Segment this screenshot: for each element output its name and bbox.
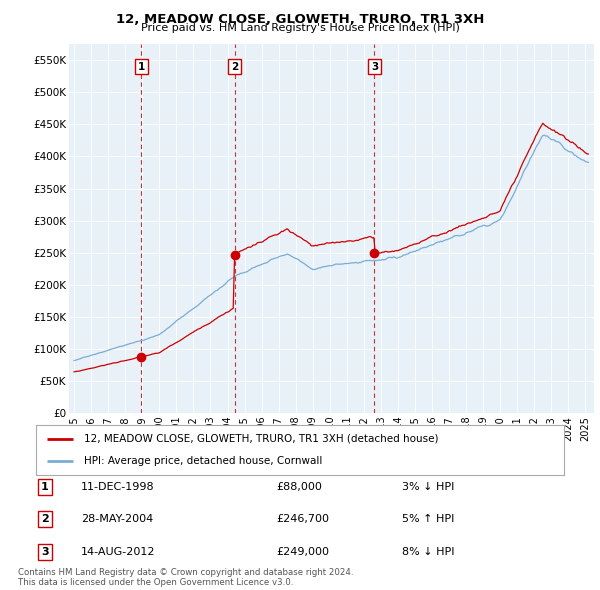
Text: 28-MAY-2004: 28-MAY-2004 (81, 514, 153, 524)
Text: 5% ↑ HPI: 5% ↑ HPI (402, 514, 454, 524)
Text: 2: 2 (41, 514, 49, 524)
Text: 3% ↓ HPI: 3% ↓ HPI (402, 482, 454, 491)
Text: 12, MEADOW CLOSE, GLOWETH, TRURO, TR1 3XH: 12, MEADOW CLOSE, GLOWETH, TRURO, TR1 3X… (116, 13, 484, 26)
Text: 8% ↓ HPI: 8% ↓ HPI (402, 547, 455, 556)
Text: 11-DEC-1998: 11-DEC-1998 (81, 482, 155, 491)
Text: 1: 1 (41, 482, 49, 491)
Text: 14-AUG-2012: 14-AUG-2012 (81, 547, 155, 556)
Text: Price paid vs. HM Land Registry's House Price Index (HPI): Price paid vs. HM Land Registry's House … (140, 23, 460, 33)
Text: 12, MEADOW CLOSE, GLOWETH, TRURO, TR1 3XH (detached house): 12, MEADOW CLOSE, GLOWETH, TRURO, TR1 3X… (83, 434, 438, 444)
Text: 3: 3 (41, 547, 49, 556)
Text: HPI: Average price, detached house, Cornwall: HPI: Average price, detached house, Corn… (83, 456, 322, 466)
Text: £88,000: £88,000 (276, 482, 322, 491)
Text: 1: 1 (137, 62, 145, 72)
Text: 3: 3 (371, 62, 378, 72)
Text: Contains HM Land Registry data © Crown copyright and database right 2024.
This d: Contains HM Land Registry data © Crown c… (18, 568, 353, 587)
Text: £249,000: £249,000 (276, 547, 329, 556)
Text: £246,700: £246,700 (276, 514, 329, 524)
Text: 2: 2 (231, 62, 238, 72)
